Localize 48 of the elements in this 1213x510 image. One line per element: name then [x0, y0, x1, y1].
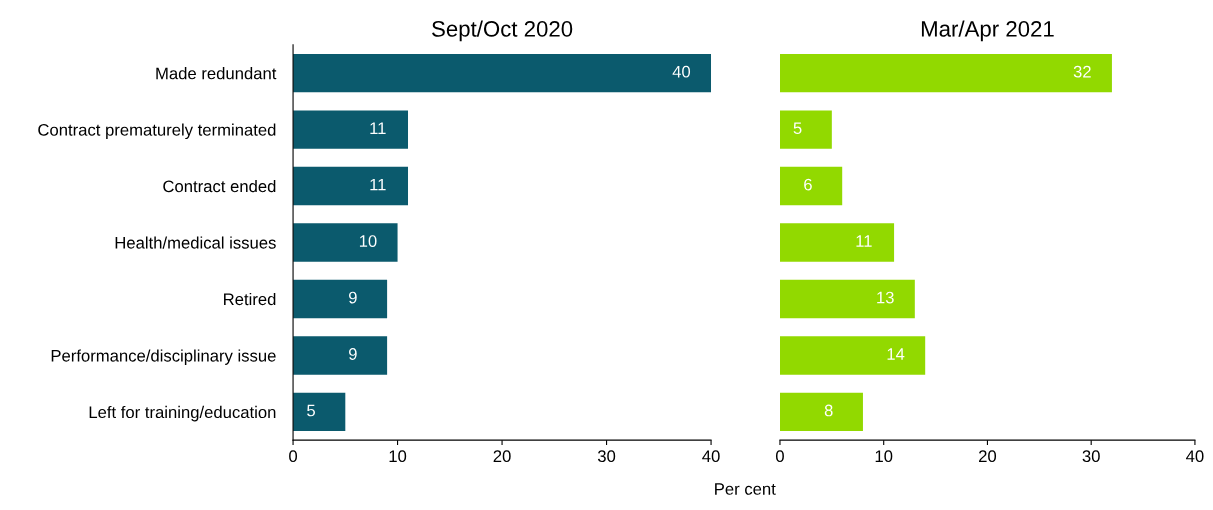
bar	[779, 279, 915, 319]
data-label: 11	[856, 235, 872, 247]
x-tick-label: 40	[702, 450, 720, 463]
y-tick-label: Made redundant	[156, 67, 277, 80]
bar	[779, 53, 1112, 93]
bar	[293, 392, 346, 432]
x-tick-label: 10	[389, 450, 407, 463]
x-tick-label: 20	[493, 450, 511, 463]
data-label: 10	[359, 235, 377, 247]
bar	[779, 223, 895, 262]
bar	[779, 166, 843, 206]
x-tick-label: 0	[775, 450, 784, 463]
data-label: 5	[793, 122, 802, 135]
bar	[293, 110, 409, 149]
bar	[779, 110, 832, 149]
x-tick-label: 10	[875, 450, 893, 463]
bar	[293, 336, 388, 375]
y-tick-label: Retired	[224, 292, 276, 306]
data-label: 9	[349, 348, 357, 360]
data-label: 13	[877, 291, 894, 304]
x-tick-label: 20	[979, 450, 997, 463]
chart-title: Mar/Apr 2021	[921, 20, 1054, 42]
bar	[779, 336, 926, 375]
bar	[293, 279, 388, 319]
x-tick-label: 0	[289, 450, 298, 463]
y-tick-label: Performance/disciplinary issue	[51, 349, 276, 365]
data-label: 11	[370, 122, 386, 134]
y-tick-label: Contract prematurely terminated	[38, 123, 276, 140]
data-label: 32	[1073, 65, 1091, 78]
x-tick-label: 40	[1186, 450, 1204, 463]
chart-title: Sept/Oct 2020	[432, 20, 573, 42]
data-label: 40	[672, 65, 691, 78]
x-tick-label: 30	[597, 450, 616, 463]
y-tick-label: Health/medical issues	[115, 236, 276, 249]
data-label: 11	[370, 178, 386, 191]
y-tick-label: Left for training/education	[89, 405, 276, 422]
data-label: 6	[804, 178, 812, 191]
x-axis-title: Per cent	[715, 483, 776, 495]
data-label: 5	[307, 404, 315, 417]
data-label: 14	[887, 348, 905, 360]
bar	[293, 223, 398, 262]
y-tick-label: Contract ended	[163, 180, 276, 193]
bar	[293, 53, 712, 93]
data-label: 8	[824, 404, 833, 417]
bar	[779, 392, 863, 432]
data-label: 9	[349, 291, 357, 304]
x-tick-label: 30	[1082, 450, 1100, 463]
bar	[293, 166, 409, 206]
